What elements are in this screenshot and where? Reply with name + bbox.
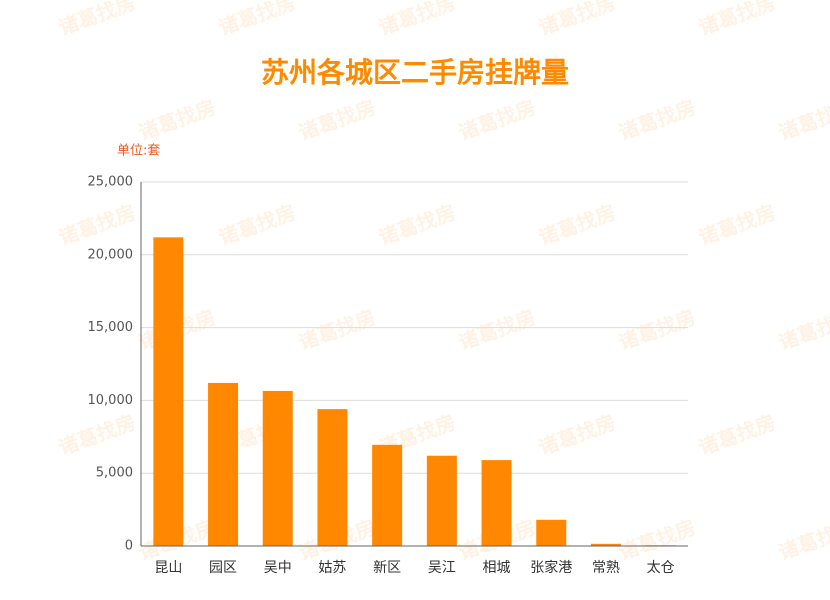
- watermark: 诸葛找房: [695, 0, 778, 40]
- x-tick-label: 张家港: [530, 559, 572, 576]
- y-tick-label: 15,000: [88, 320, 134, 335]
- watermark: 诸葛找房: [695, 200, 778, 250]
- watermark: 诸葛找房: [295, 95, 378, 145]
- watermark: 诸葛找房: [375, 200, 458, 250]
- x-tick-label: 昆山: [154, 560, 182, 576]
- y-tick-label: 20,000: [88, 247, 134, 262]
- y-tick-label: 0: [125, 539, 133, 554]
- chart-title: 苏州各城区二手房挂牌量: [261, 56, 569, 89]
- watermark: 诸葛找房: [215, 0, 298, 40]
- watermark: 诸葛找房: [455, 305, 538, 355]
- bar: [536, 519, 567, 546]
- watermark: 诸葛找房: [615, 95, 698, 145]
- watermark: 诸葛找房: [535, 0, 618, 40]
- watermark: 诸葛找房: [775, 95, 830, 145]
- x-tick-label: 吴江: [428, 560, 456, 576]
- x-tick-label: 吴中: [264, 560, 292, 576]
- bar: [481, 460, 512, 546]
- bar: [262, 390, 293, 546]
- bar: [426, 455, 457, 546]
- y-tick-label: 10,000: [88, 393, 134, 408]
- bar: [372, 444, 403, 546]
- watermark: 诸葛找房: [775, 305, 830, 355]
- watermark: 诸葛找房: [375, 0, 458, 40]
- bar: [590, 543, 621, 546]
- watermark: 诸葛找房: [615, 305, 698, 355]
- x-tick-label: 太仓: [647, 560, 675, 576]
- watermark: 诸葛找房: [535, 200, 618, 250]
- x-tick-label: 相城: [483, 560, 511, 576]
- y-tick-label: 25,000: [88, 175, 134, 190]
- watermark: 诸葛找房: [55, 200, 138, 250]
- watermark: 诸葛找房: [295, 305, 378, 355]
- bar: [153, 237, 184, 546]
- y-tick-label: 5,000: [96, 466, 133, 481]
- watermark: 诸葛找房: [775, 515, 830, 565]
- x-tick-label: 新区: [373, 560, 401, 576]
- x-tick-label: 常熟: [592, 560, 620, 576]
- y-unit-label: 单位:套: [117, 143, 160, 159]
- watermark: 诸葛找房: [55, 0, 138, 40]
- watermark: 诸葛找房: [215, 200, 298, 250]
- watermark: 诸葛找房: [535, 410, 618, 460]
- watermark: 诸葛找房: [615, 515, 698, 565]
- watermark: 诸葛找房: [55, 410, 138, 460]
- x-tick-label: 姑苏: [318, 560, 346, 576]
- x-tick-label: 园区: [209, 560, 237, 576]
- watermark: 诸葛找房: [135, 95, 218, 145]
- watermark: 诸葛找房: [695, 410, 778, 460]
- bar: [208, 382, 239, 546]
- bar: [317, 409, 348, 546]
- watermark: 诸葛找房: [455, 95, 538, 145]
